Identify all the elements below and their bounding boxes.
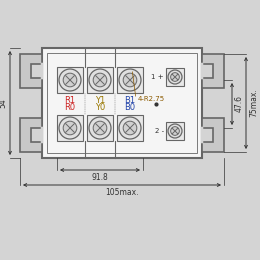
Circle shape (63, 73, 77, 87)
Circle shape (59, 117, 81, 139)
Bar (87, 67, 113, 93)
Circle shape (171, 127, 179, 135)
Bar (117, 115, 143, 141)
Circle shape (119, 69, 141, 91)
Text: 54: 54 (0, 98, 7, 108)
Bar (202, 54, 224, 88)
Bar (166, 68, 184, 86)
Text: B0: B0 (125, 103, 135, 112)
Circle shape (119, 117, 141, 139)
Text: 75max.: 75max. (249, 89, 258, 117)
Bar (31, 128, 42, 142)
Bar (202, 118, 224, 152)
Bar (57, 67, 83, 93)
Bar (42, 48, 202, 158)
Bar (202, 128, 213, 142)
Text: 47.6: 47.6 (235, 95, 244, 113)
Text: B1: B1 (125, 96, 135, 105)
Bar (47, 53, 197, 153)
Circle shape (93, 73, 107, 87)
Bar (166, 122, 184, 140)
Circle shape (59, 69, 81, 91)
Bar (31, 64, 42, 78)
Text: R0: R0 (64, 103, 76, 112)
Text: R1: R1 (64, 96, 76, 105)
Bar (87, 115, 113, 141)
Circle shape (171, 73, 179, 81)
Text: 105max.: 105max. (105, 188, 139, 197)
Circle shape (63, 121, 77, 135)
Text: 91.8: 91.8 (92, 173, 108, 182)
Text: 2 -: 2 - (155, 128, 164, 134)
Bar (117, 67, 143, 93)
Circle shape (168, 70, 182, 84)
Bar (20, 54, 42, 88)
Circle shape (93, 121, 107, 135)
Bar (202, 64, 213, 78)
Circle shape (168, 124, 182, 138)
Circle shape (123, 121, 137, 135)
Bar (20, 118, 42, 152)
Text: 1 +: 1 + (151, 74, 164, 80)
Text: 4-R2.75: 4-R2.75 (138, 96, 165, 102)
Bar (57, 115, 83, 141)
Circle shape (123, 73, 137, 87)
Circle shape (89, 69, 111, 91)
Circle shape (89, 117, 111, 139)
Text: Y0: Y0 (95, 103, 105, 112)
Text: Y1: Y1 (95, 96, 105, 105)
